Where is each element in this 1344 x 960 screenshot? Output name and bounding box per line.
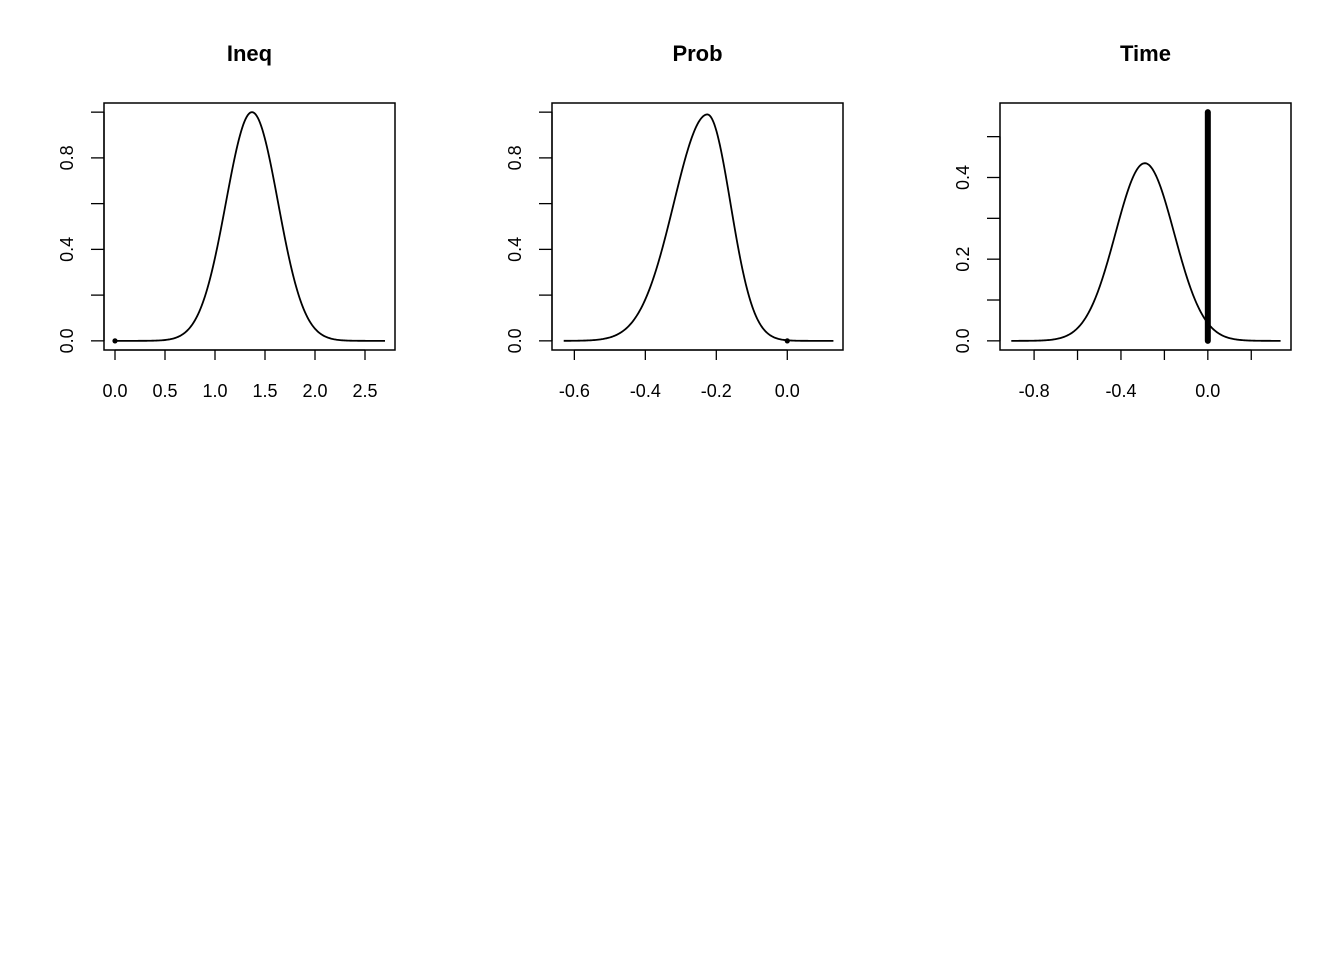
panel-ineq: Ineq 0.0 0.5 1.0 1.5 2.0 2.5 0.0 0.4 0.8	[57, 41, 396, 401]
y-tick-label: 0.0	[953, 328, 973, 353]
zero-point-marker	[112, 338, 118, 344]
panel-time: Time -0.8 -0.4 0.0 0.0 0.2 0.4	[953, 41, 1292, 401]
x-tick-label: -0.8	[1019, 381, 1050, 401]
plot-frame	[999, 102, 1292, 351]
y-tick-label: 0.4	[57, 237, 77, 262]
x-tick-label: -0.4	[1105, 381, 1136, 401]
density-curve	[1011, 162, 1281, 342]
x-tick-label: 0.5	[152, 381, 177, 401]
y-tick-label: 0.8	[505, 145, 525, 170]
panel-title: Time	[1120, 41, 1171, 66]
plot-frame	[551, 102, 844, 351]
y-tick-label: 0.0	[57, 328, 77, 353]
x-tick-label: 2.0	[302, 381, 327, 401]
x-tick-label: -0.2	[701, 381, 732, 401]
x-tick-label: -0.6	[559, 381, 590, 401]
density-curve	[115, 111, 385, 342]
x-tick-label: -0.4	[630, 381, 661, 401]
zero-point-marker	[784, 338, 790, 344]
x-tick-label: 0.0	[102, 381, 127, 401]
y-tick-label: 0.4	[505, 237, 525, 262]
panel-prob: Prob -0.6 -0.4 -0.2 0.0 0.0 0.4 0.8	[505, 41, 844, 401]
y-tick-label: 0.2	[953, 247, 973, 272]
plot-frame	[103, 102, 396, 351]
x-tick-label: 0.0	[1195, 381, 1220, 401]
density-curve	[563, 113, 834, 342]
x-tick-label: 1.0	[202, 381, 227, 401]
panel-title: Prob	[672, 41, 722, 66]
y-tick-label: 0.4	[953, 165, 973, 190]
x-tick-label: 1.5	[252, 381, 277, 401]
panel-title: Ineq	[227, 41, 272, 66]
y-tick-label: 0.8	[57, 145, 77, 170]
x-tick-label: 2.5	[352, 381, 377, 401]
x-tick-label: 0.0	[775, 381, 800, 401]
y-tick-label: 0.0	[505, 328, 525, 353]
